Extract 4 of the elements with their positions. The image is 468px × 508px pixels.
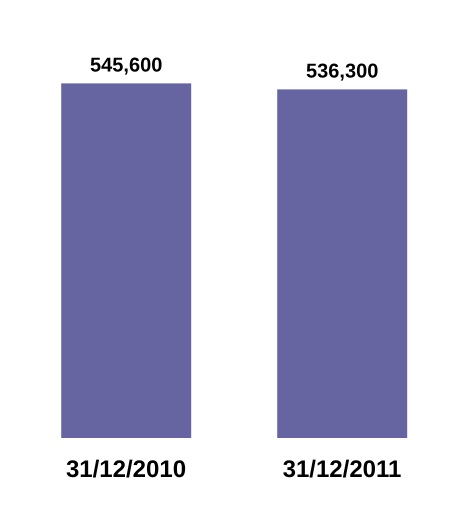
x-tick-label: 31/12/2010 <box>66 456 186 484</box>
data-label: 536,300 <box>306 60 378 82</box>
data-label: 545,600 <box>90 54 162 76</box>
x-tick-label: 31/12/2011 <box>282 456 402 484</box>
